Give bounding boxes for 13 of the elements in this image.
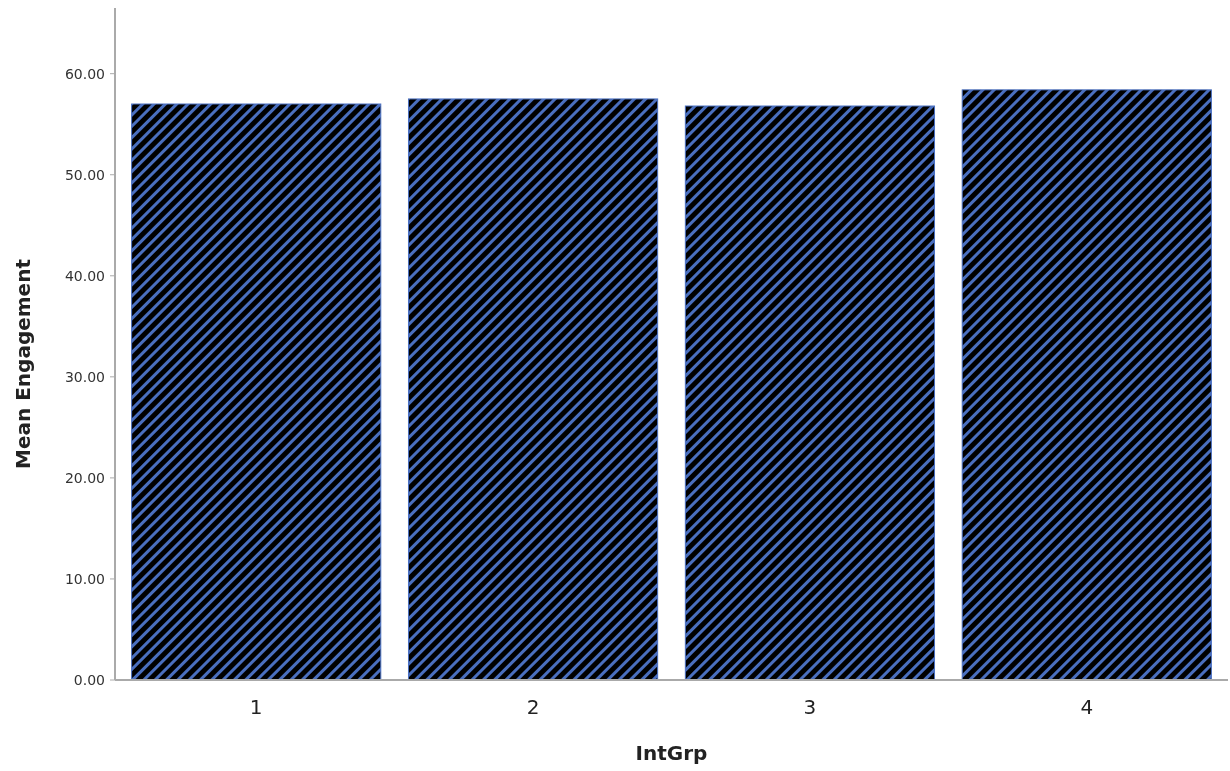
y-tick-label: 20.00 xyxy=(64,469,105,486)
x-tick-label: 2 xyxy=(526,695,540,719)
y-tick-label: 60.00 xyxy=(64,65,105,82)
x-axis-title: IntGrp xyxy=(635,741,708,765)
y-axis-title: Mean Engagement xyxy=(11,258,35,469)
y-tick-label: 50.00 xyxy=(64,166,105,183)
y-tick-label: 30.00 xyxy=(64,368,105,385)
y-tick-label: 40.00 xyxy=(64,267,105,284)
x-tick-label: 3 xyxy=(803,695,817,719)
x-tick-label: 1 xyxy=(249,695,263,719)
y-tick-label: 0.00 xyxy=(73,671,105,688)
y-tick-label: 10.00 xyxy=(64,570,105,587)
x-tick-label: 4 xyxy=(1080,695,1094,719)
